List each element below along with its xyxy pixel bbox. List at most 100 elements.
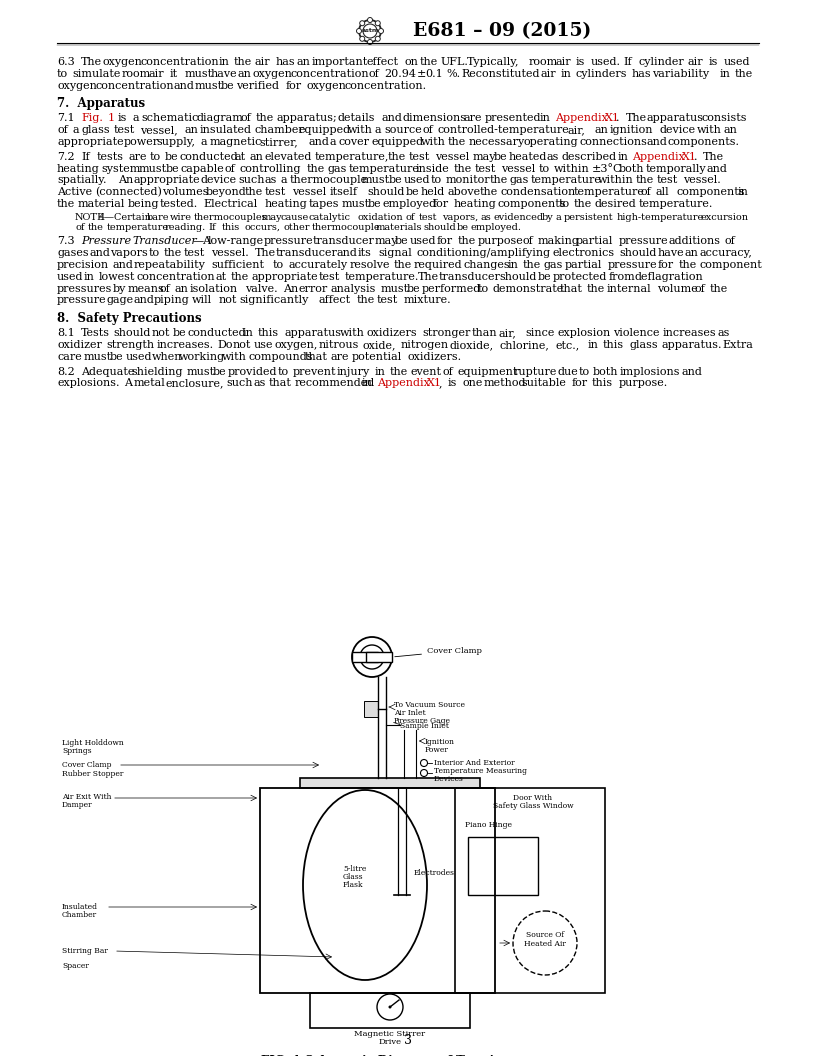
Text: oxygen: oxygen <box>57 80 97 91</box>
Text: Devices: Devices <box>434 775 463 782</box>
Text: 0.1: 0.1 <box>426 69 443 79</box>
Text: Pressure Gage: Pressure Gage <box>394 717 450 725</box>
Text: vessel.: vessel. <box>211 248 248 259</box>
Text: additions: additions <box>669 237 721 246</box>
Text: monitor: monitor <box>446 175 490 186</box>
Text: enclosure,: enclosure, <box>166 378 224 389</box>
Text: the: the <box>574 199 592 209</box>
Text: for: for <box>432 199 449 209</box>
Text: magnetic: magnetic <box>210 137 262 147</box>
Text: nitrous: nitrous <box>318 340 358 350</box>
Text: within: within <box>598 175 633 186</box>
Text: 8.  Safety Precautions: 8. Safety Precautions <box>57 313 202 325</box>
Text: within: within <box>554 164 590 173</box>
Text: a: a <box>280 175 286 186</box>
Text: stronger: stronger <box>422 328 471 338</box>
Text: as: as <box>254 378 266 389</box>
Text: of: of <box>57 126 68 135</box>
Text: low-range: low-range <box>208 237 264 246</box>
Text: the: the <box>230 271 249 282</box>
Text: components: components <box>497 199 565 209</box>
Text: the: the <box>480 187 499 197</box>
Text: of: of <box>369 69 379 79</box>
Text: thermocouple: thermocouple <box>289 175 367 186</box>
Text: controlled-temperature: controlled-temperature <box>437 126 569 135</box>
Text: the: the <box>454 164 472 173</box>
Text: controlling: controlling <box>240 164 301 173</box>
Text: conducted: conducted <box>180 152 238 162</box>
Text: inside: inside <box>415 164 449 173</box>
Text: .: . <box>694 152 697 162</box>
Text: etc.,: etc., <box>555 340 579 350</box>
Text: temperature: temperature <box>348 164 419 173</box>
Text: an: an <box>685 248 698 259</box>
Text: oxidizers.: oxidizers. <box>407 352 461 362</box>
Text: in: in <box>375 366 386 377</box>
Text: be: be <box>538 271 552 282</box>
Text: be: be <box>172 328 186 338</box>
Text: variability: variability <box>652 69 709 79</box>
Text: components.: components. <box>667 137 739 147</box>
Text: 8.1: 8.1 <box>57 328 75 338</box>
Text: be: be <box>395 237 409 246</box>
Text: 7.  Apparatus: 7. Apparatus <box>57 97 145 111</box>
Text: Electrodes: Electrodes <box>414 869 455 876</box>
Text: device: device <box>200 175 237 186</box>
Text: ±: ± <box>416 69 426 79</box>
Text: potential: potential <box>352 352 402 362</box>
Text: device: device <box>659 126 695 135</box>
Text: Reconstituted: Reconstituted <box>461 69 540 79</box>
Circle shape <box>388 1005 392 1008</box>
Text: verified: verified <box>236 80 279 91</box>
Text: to: to <box>277 366 289 377</box>
Circle shape <box>367 39 372 44</box>
Text: must: must <box>139 164 167 173</box>
Text: has: has <box>275 57 295 67</box>
Text: employed: employed <box>383 199 437 209</box>
Text: in: in <box>588 340 598 350</box>
Text: test: test <box>657 175 678 186</box>
Text: Source Of: Source Of <box>526 931 564 939</box>
Text: room: room <box>529 57 557 67</box>
Text: the: the <box>448 137 466 147</box>
Text: this: this <box>222 223 240 232</box>
Text: tapes: tapes <box>309 199 339 209</box>
Text: NOTE: NOTE <box>75 213 105 222</box>
Text: Air Exit With: Air Exit With <box>62 793 112 802</box>
Text: materials: materials <box>375 223 422 232</box>
Text: must: must <box>83 352 112 362</box>
Text: The: The <box>626 113 646 124</box>
Text: Tests: Tests <box>82 328 110 338</box>
Text: due: due <box>557 366 578 377</box>
Text: vessel: vessel <box>435 152 469 162</box>
Bar <box>300 778 480 788</box>
Text: appropriate: appropriate <box>57 137 124 147</box>
Text: metal: metal <box>133 378 165 389</box>
Text: oxidizers: oxidizers <box>366 328 417 338</box>
Text: used: used <box>125 352 152 362</box>
Text: .: . <box>616 113 620 124</box>
Text: concentration.: concentration. <box>344 80 427 91</box>
Text: used: used <box>410 237 437 246</box>
Text: Temperature Measuring: Temperature Measuring <box>434 767 527 775</box>
Text: chlorine,: chlorine, <box>499 340 549 350</box>
Text: must: must <box>380 284 409 294</box>
Text: power: power <box>124 137 159 147</box>
Text: should: should <box>499 271 537 282</box>
Text: concentration: concentration <box>290 69 369 79</box>
Text: heating: heating <box>57 164 100 173</box>
Text: that: that <box>268 378 291 389</box>
Text: reading.: reading. <box>165 223 206 232</box>
Text: an: an <box>184 126 198 135</box>
Text: used: used <box>724 57 750 67</box>
Text: Sample Inlet: Sample Inlet <box>400 722 449 730</box>
Text: isolation: isolation <box>190 284 238 294</box>
Text: to: to <box>579 366 589 377</box>
Text: apparatus;: apparatus; <box>277 113 337 124</box>
Text: air: air <box>555 57 570 67</box>
Text: air,: air, <box>499 328 517 338</box>
Text: used: used <box>57 271 83 282</box>
Text: at: at <box>235 152 246 162</box>
Text: have: have <box>658 248 685 259</box>
Text: increases: increases <box>663 328 716 338</box>
